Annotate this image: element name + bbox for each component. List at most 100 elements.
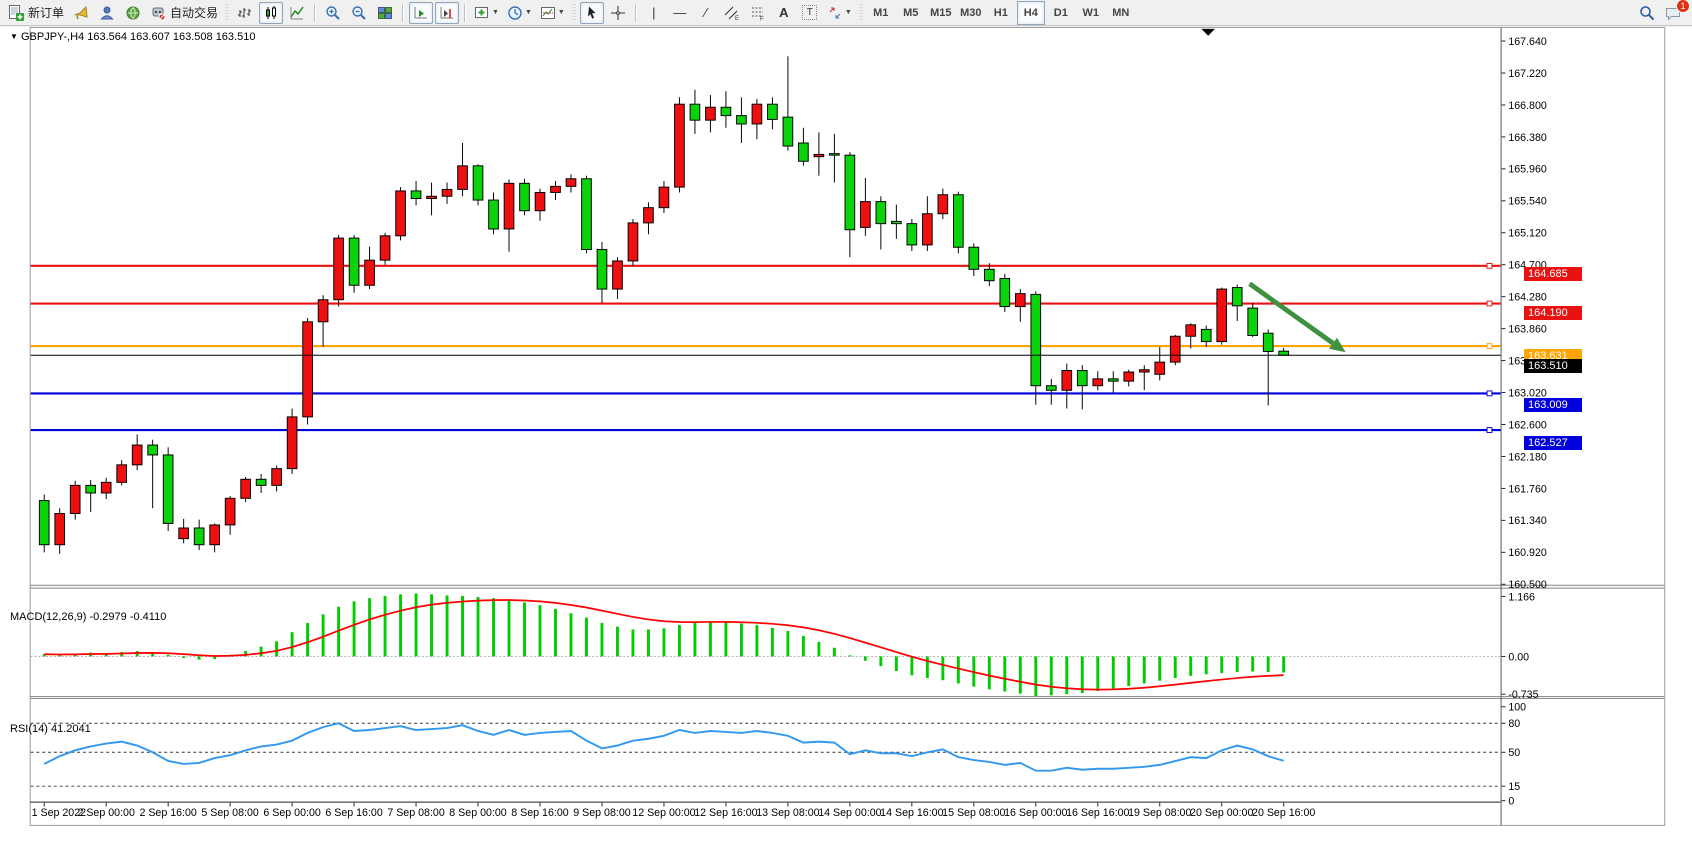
arrows-icon (829, 7, 841, 18)
candle (379, 235, 391, 261)
svg-text:161.340: 161.340 (1508, 515, 1547, 527)
notification-badge: 1 (1676, 0, 1690, 13)
candle (85, 484, 97, 494)
candle (612, 260, 623, 290)
candle (1185, 324, 1197, 337)
candle (1107, 378, 1119, 382)
trendline-button[interactable]: ∕ (694, 2, 718, 24)
svg-text:15 Sep 08:00: 15 Sep 08:00 (942, 807, 1005, 819)
candle (596, 249, 608, 290)
candle (457, 165, 468, 190)
candle (844, 154, 856, 231)
hline-handle[interactable] (1486, 390, 1493, 397)
candle (472, 165, 484, 201)
hline-handle[interactable] (1486, 300, 1493, 307)
timeframe-m1[interactable]: M1 (873, 6, 889, 19)
timeframe-w1[interactable]: W1 (1082, 6, 1100, 19)
current-price-label[interactable]: 163.510 (1524, 359, 1582, 373)
tile-windows-button[interactable] (373, 2, 397, 24)
candle (426, 195, 437, 200)
search-icon (1640, 6, 1655, 21)
periods-button[interactable]: ▼ (504, 2, 535, 24)
alerts-button[interactable] (69, 2, 93, 24)
price-line-label-163.009[interactable]: 163.009 (1524, 398, 1582, 413)
fibonacci-button[interactable]: F (746, 2, 770, 24)
community-button[interactable] (95, 2, 119, 24)
indicators-button[interactable]: ▼ (471, 2, 502, 24)
crosshair-button[interactable] (606, 2, 630, 24)
candle (162, 454, 174, 524)
timeframe-h1[interactable]: H1 (993, 6, 1008, 19)
arrows-button[interactable]: ▼ (824, 2, 855, 24)
drawn-arrow[interactable] (1248, 281, 1346, 353)
candle (720, 106, 732, 117)
macd-signal-line (44, 599, 1284, 691)
timeframe-m30[interactable]: M30 (960, 6, 982, 19)
auto-trading-label: 自动交易 (170, 6, 219, 20)
hline-handle[interactable] (1486, 343, 1493, 349)
auto-scroll-button[interactable] (409, 1, 434, 24)
chart-shift-marker[interactable] (1201, 28, 1215, 36)
chart-expander-icon[interactable]: ▼ (10, 32, 18, 41)
cursor-button[interactable] (579, 1, 604, 24)
candle (968, 246, 980, 270)
news-button[interactable] (121, 2, 145, 24)
candle (1247, 307, 1259, 336)
hline-handle[interactable] (1486, 262, 1493, 269)
horizontal-line-button[interactable]: — (668, 2, 692, 24)
text-button[interactable]: A (772, 2, 796, 24)
candle (503, 182, 515, 230)
hline-handle[interactable] (1486, 427, 1493, 433)
candle (1076, 370, 1088, 387)
timeframe-h4[interactable]: H4 (1016, 0, 1045, 25)
robot-icon (152, 7, 166, 20)
timeframe-d1[interactable]: D1 (1053, 6, 1068, 19)
price-line-label-162.527[interactable]: 162.527 (1524, 436, 1582, 451)
svg-text:165.960: 165.960 (1508, 164, 1547, 176)
macd-indicator-label: MACD(12,26,9) -0.2979 -0.4110 (10, 611, 167, 623)
bar-chart-button[interactable] (233, 2, 257, 24)
svg-text:164.700: 164.700 (1508, 260, 1547, 272)
svg-text:161.760: 161.760 (1508, 483, 1547, 495)
candle (674, 103, 685, 188)
candle (1061, 370, 1073, 391)
zoom-out-button[interactable] (347, 2, 371, 24)
auto-trading-button[interactable]: 自动交易 (147, 2, 221, 24)
candlestick-chart-button[interactable] (259, 1, 284, 24)
symbol-info-line[interactable]: ▼ GBPJPY-,H4 163.564 163.607 163.508 163… (10, 31, 255, 43)
dropdown-arrow: ▼ (524, 9, 532, 16)
price-line-label-164.685[interactable]: 164.685 (1524, 266, 1582, 281)
svg-text:0: 0 (1508, 796, 1514, 808)
templates-button[interactable]: ▼ (537, 2, 568, 24)
candle (193, 527, 205, 546)
svg-text:F: F (760, 16, 764, 21)
svg-text:9 Sep 08:00: 9 Sep 08:00 (573, 807, 630, 819)
equidistant-channel-button[interactable]: E (720, 2, 744, 24)
template-icon (540, 6, 555, 19)
zoom-in-button[interactable] (321, 2, 345, 24)
price-line-label-164.190[interactable]: 164.190 (1524, 305, 1582, 320)
trendline-icon: ∕ (704, 4, 707, 20)
candle (983, 268, 995, 282)
timeframe-m5[interactable]: M5 (903, 6, 919, 19)
candle (705, 106, 716, 121)
svg-text:1.166: 1.166 (1508, 591, 1535, 603)
line-chart-button[interactable] (285, 2, 309, 24)
toolbar-grip (858, 3, 863, 22)
candle (1278, 350, 1290, 356)
indicators-icon (475, 6, 489, 18)
candle (1169, 335, 1181, 363)
timeframe-mn[interactable]: MN (1112, 6, 1130, 19)
svg-text:16 Sep 16:00: 16 Sep 16:00 (1066, 807, 1129, 819)
vertical-line-button[interactable]: | (642, 2, 666, 24)
search-button[interactable] (1635, 2, 1659, 24)
candle (922, 213, 933, 246)
notifications-button[interactable]: 1 (1661, 0, 1690, 24)
timeframe-m15[interactable]: M15 (930, 6, 952, 19)
chart-canvas[interactable]: 167.640 167.220 166.800 166.380 165.960 165.5… (0, 27, 1692, 853)
chart-shift-button[interactable] (435, 1, 460, 24)
separator (464, 3, 467, 22)
text-label-button[interactable]: T (798, 2, 822, 24)
svg-text:8 Sep 00:00: 8 Sep 00:00 (449, 807, 506, 819)
new-order-button[interactable]: 新订单 (5, 2, 67, 24)
